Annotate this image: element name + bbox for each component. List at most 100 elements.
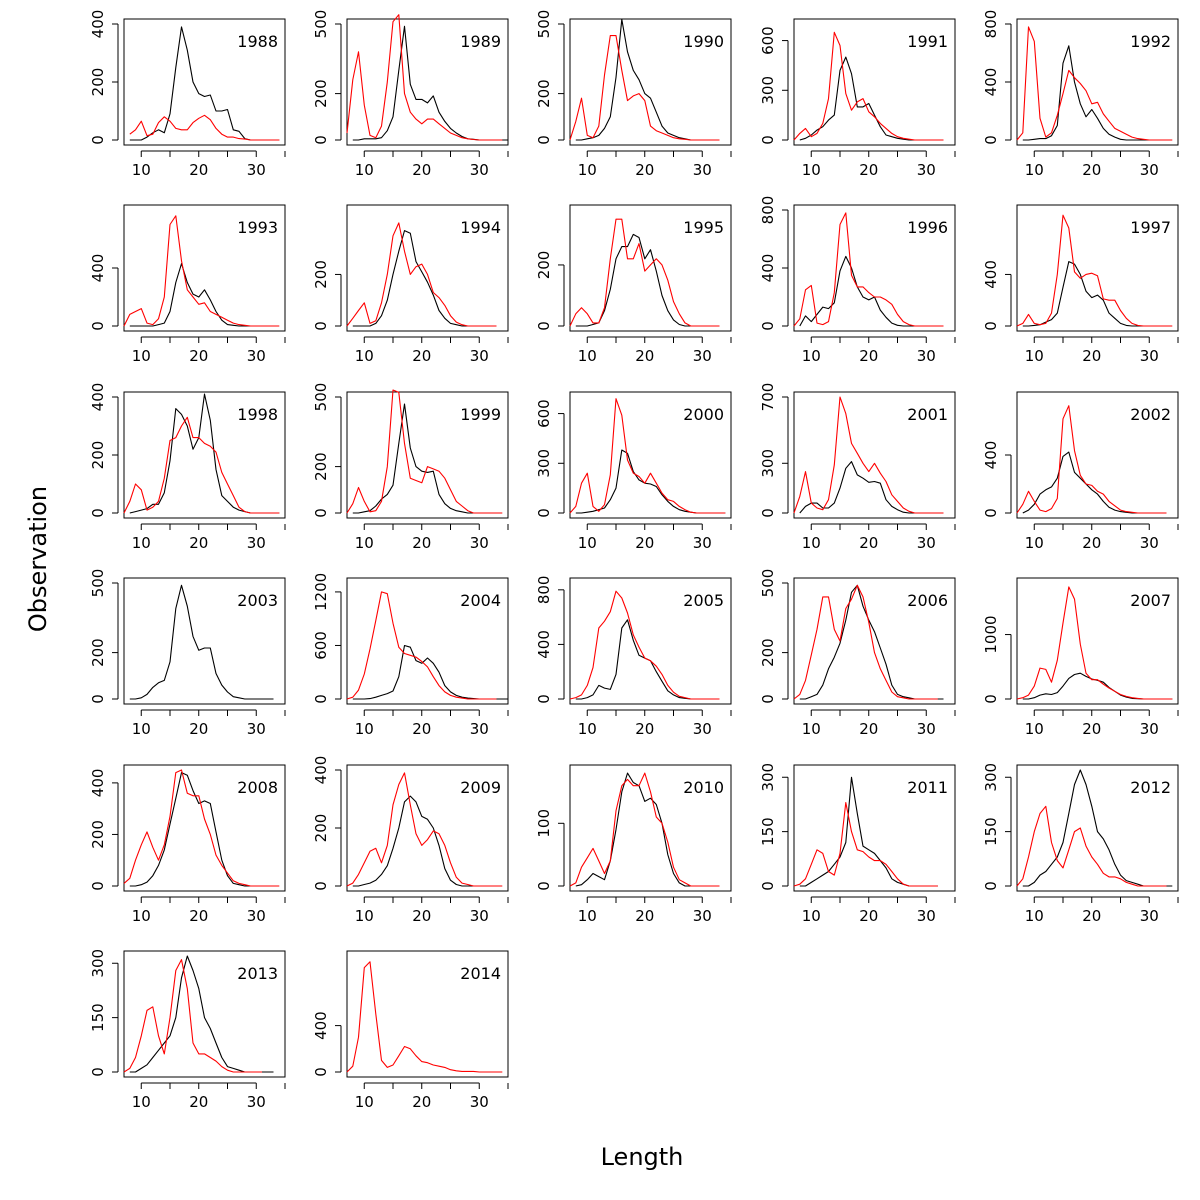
x-tick-label: 10 [578, 720, 597, 738]
panel-1992: 10 20 30 0 400 800 1992 [982, 10, 1179, 179]
series-red-line [123, 215, 280, 327]
y-tick-label: 500 [89, 569, 107, 598]
y-tick-label: 0 [312, 321, 330, 331]
panel-frame [569, 577, 732, 705]
panel-year-label: 2005 [683, 591, 724, 610]
series-red-line [346, 772, 503, 887]
panel-frame [123, 764, 286, 892]
panel-year-label: 1988 [237, 32, 278, 51]
panel-year-label: 1991 [907, 32, 948, 51]
panel-frame [1016, 391, 1179, 519]
y-tick-label: 0 [759, 321, 777, 331]
series-red-line [569, 772, 720, 887]
series-black-line [1022, 45, 1155, 141]
panel-frame [569, 764, 732, 892]
x-tick-label: 30 [693, 720, 712, 738]
x-tick-label: 30 [470, 534, 489, 552]
y-tick-label: 0 [759, 694, 777, 704]
series-red-line [1016, 805, 1167, 887]
y-tick-label: 400 [89, 383, 107, 412]
panel-frame [1016, 204, 1179, 332]
x-tick-label: 30 [470, 347, 489, 365]
x-tick-label: 10 [802, 347, 821, 365]
x-tick-label: 10 [578, 534, 597, 552]
x-tick-label: 10 [355, 534, 374, 552]
y-tick-label: 300 [759, 763, 777, 792]
y-tick-label: 800 [982, 10, 1000, 39]
panel-2014: 10 20 30 0 400 2014 [312, 950, 509, 1111]
y-tick-label: 800 [535, 576, 553, 605]
panel-frame [346, 18, 509, 146]
panel-year-label: 2010 [683, 778, 724, 797]
x-tick-label: 20 [1082, 534, 1101, 552]
x-tick-label: 20 [189, 907, 208, 925]
series-red-line [569, 590, 720, 700]
y-tick-label: 1000 [982, 615, 1000, 653]
panel-frame [123, 204, 286, 332]
series-red-line [346, 961, 503, 1073]
x-tick-label: 30 [247, 161, 266, 179]
panel-year-label: 2008 [237, 778, 278, 797]
x-tick-label: 30 [917, 347, 936, 365]
panel-frame [1016, 764, 1179, 892]
y-tick-label: 300 [535, 449, 553, 478]
panel-frame [346, 950, 509, 1078]
x-tick-label: 20 [859, 907, 878, 925]
x-tick-label: 30 [917, 720, 936, 738]
panel-year-label: 2007 [1130, 591, 1171, 610]
y-tick-label: 700 [759, 383, 777, 412]
y-tick-label: 0 [759, 881, 777, 891]
panel-frame [793, 764, 956, 892]
series-black-line [575, 233, 714, 327]
y-tick-label: 200 [312, 814, 330, 843]
y-tick-label: 200 [312, 452, 330, 481]
y-tick-label: 200 [312, 79, 330, 108]
series-black-line [129, 584, 274, 700]
y-tick-label: 800 [759, 196, 777, 225]
x-tick-label: 20 [635, 720, 654, 738]
y-tick-label: 200 [89, 441, 107, 470]
x-tick-label: 10 [355, 161, 374, 179]
panel-frame [123, 18, 286, 146]
x-tick-label: 10 [132, 720, 151, 738]
panel-1999: 10 20 30 0 200 500 1999 [312, 383, 509, 552]
y-tick-label: 400 [312, 756, 330, 785]
y-tick-label: 0 [982, 881, 1000, 891]
panel-2002: 10 20 30 0 400 2002 [982, 391, 1179, 552]
series-red-line [123, 769, 280, 887]
x-tick-label: 30 [693, 347, 712, 365]
y-tick-label: 0 [312, 135, 330, 145]
y-tick-label: 0 [89, 1067, 107, 1077]
panel-2003: 10 20 30 0 200 500 2003 [89, 569, 286, 738]
y-tick-label: 0 [312, 508, 330, 518]
x-tick-label: 30 [1140, 347, 1159, 365]
x-tick-label: 10 [802, 720, 821, 738]
y-tick-label: 400 [89, 254, 107, 283]
y-tick-label: 200 [89, 820, 107, 849]
x-axis-title: Length [601, 1143, 684, 1171]
x-tick-label: 10 [578, 347, 597, 365]
panel-frame [569, 18, 732, 146]
panel-frame [123, 577, 286, 705]
panel-year-label: 2014 [460, 964, 501, 983]
y-tick-label: 0 [982, 694, 1000, 704]
panel-year-label: 1992 [1130, 32, 1171, 51]
x-tick-label: 10 [355, 907, 374, 925]
y-axis-title: Observation [24, 486, 52, 632]
panel-frame [1016, 18, 1179, 146]
x-tick-label: 10 [578, 907, 597, 925]
panel-frame [123, 950, 286, 1078]
y-tick-label: 0 [982, 508, 1000, 518]
y-tick-label: 500 [759, 569, 777, 598]
series-black-line [1022, 261, 1161, 327]
y-tick-label: 200 [535, 251, 553, 280]
x-tick-label: 30 [1140, 907, 1159, 925]
x-tick-label: 10 [802, 534, 821, 552]
y-tick-label: 0 [535, 321, 553, 331]
panel-year-label: 1994 [460, 218, 501, 237]
series-red-line [123, 959, 262, 1073]
panel-year-label: 2011 [907, 778, 948, 797]
y-tick-label: 0 [89, 321, 107, 331]
panel-frame [569, 391, 732, 519]
